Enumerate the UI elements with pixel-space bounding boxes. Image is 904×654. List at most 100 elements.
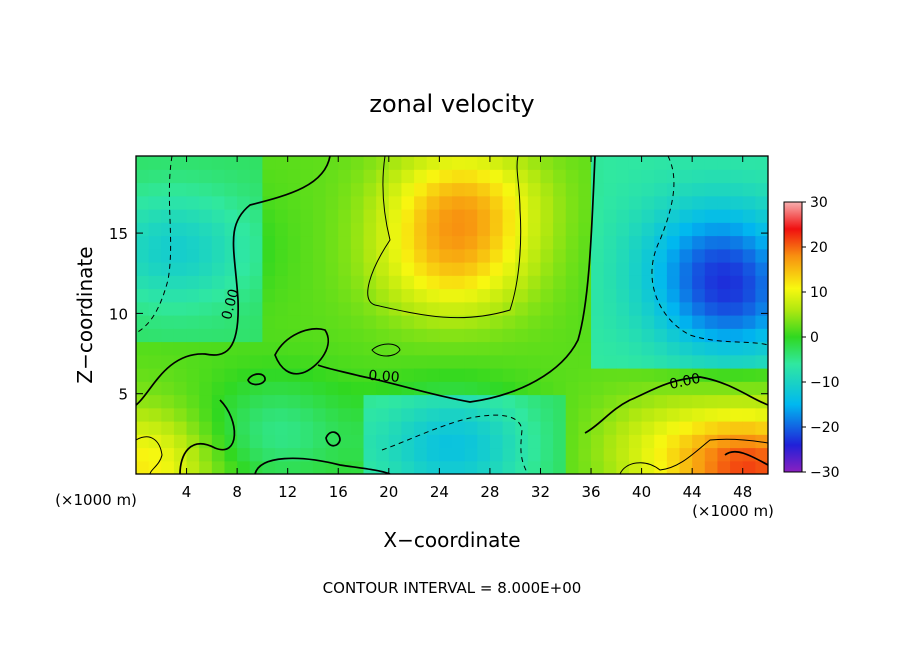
heatmap-cell (173, 169, 188, 184)
heatmap-cell (553, 460, 567, 474)
heatmap-cell (654, 434, 668, 449)
heatmap-cell (742, 460, 756, 474)
heatmap-cell (325, 301, 339, 316)
heatmap-cell (628, 248, 643, 263)
heatmap-cell (540, 381, 554, 396)
heatmap-cell (742, 341, 756, 356)
heatmap-cell (136, 434, 150, 449)
heatmap-cell (628, 235, 643, 250)
heatmap-cell (527, 301, 542, 316)
heatmap-cell (666, 394, 681, 409)
heatmap-cell (426, 182, 440, 197)
heatmap-cell (161, 341, 175, 356)
heatmap-cell (477, 315, 491, 329)
heatmap-cell (363, 275, 377, 290)
heatmap-cell (489, 354, 504, 369)
heatmap-cell (730, 156, 744, 170)
heatmap-cell (502, 248, 516, 263)
heatmap-cell (502, 328, 516, 343)
heatmap-cell (452, 182, 466, 197)
heatmap-cell (540, 434, 554, 449)
heatmap-cell (199, 248, 213, 263)
heatmap-cell (452, 341, 466, 356)
heatmap-cell (553, 262, 567, 276)
heatmap-cell (199, 341, 213, 356)
heatmap-cell (161, 447, 175, 462)
heatmap-cell (148, 195, 162, 210)
heatmap-cell (679, 447, 693, 462)
heatmap-cell (363, 328, 377, 343)
heatmap-cell (275, 381, 289, 396)
colorbar (783, 201, 803, 473)
heatmap-cell (350, 341, 365, 356)
heatmap-cell (591, 288, 605, 303)
heatmap-cell (578, 381, 592, 396)
heatmap-cell (553, 195, 567, 210)
heatmap-cell (464, 434, 478, 449)
heatmap-cell (755, 262, 768, 276)
heatmap-cell (755, 315, 768, 329)
heatmap-cell (148, 275, 162, 290)
heatmap-cell (755, 301, 768, 316)
heatmap-cell (275, 421, 289, 435)
heatmap-cell (439, 169, 453, 184)
heatmap-cell (401, 341, 415, 356)
heatmap-cell (199, 447, 213, 462)
heatmap-cell (426, 156, 440, 170)
heatmap-cell (641, 434, 655, 449)
heatmap-cell (439, 288, 453, 303)
heatmap-cell (730, 195, 744, 210)
heatmap-cell (704, 341, 719, 356)
heatmap-cell (350, 407, 365, 422)
heatmap-cell (464, 381, 478, 396)
heatmap-cell (275, 407, 289, 422)
heatmap-cell (287, 248, 301, 263)
heatmap-cell (502, 275, 516, 290)
heatmap-cell (338, 328, 352, 343)
heatmap-cell (350, 288, 365, 303)
heatmap-cell (742, 156, 756, 170)
y-axis: 5 10 15 (109, 225, 768, 404)
heatmap-cell (628, 447, 643, 462)
heatmap-cell (186, 182, 200, 197)
heatmap-cell (439, 235, 453, 250)
heatmap-cell (730, 368, 744, 382)
heatmap-cell (414, 460, 428, 474)
heatmap-cell (591, 209, 605, 223)
heatmap-cell (489, 235, 504, 250)
x-tick-label: 44 (683, 483, 702, 501)
heatmap-cell (591, 447, 605, 462)
heatmap-cell (350, 195, 365, 210)
heatmap-cell (173, 275, 188, 290)
heatmap-cell (477, 341, 491, 356)
heatmap-cell (591, 315, 605, 329)
heatmap-cell (350, 315, 365, 329)
heatmap-cell (186, 195, 200, 210)
heatmap-cell (287, 460, 301, 474)
heatmap-cell (515, 248, 529, 263)
heatmap-cell (692, 407, 706, 422)
heatmap-cell (439, 381, 453, 396)
heatmap-cell (376, 354, 390, 369)
heatmap-cell (502, 434, 516, 449)
heatmap-cell (565, 169, 579, 184)
heatmap-cell (414, 341, 428, 356)
heatmap-cell (603, 248, 617, 263)
heatmap-cell (148, 169, 162, 184)
heatmap-cell (414, 381, 428, 396)
x-tick-label: 36 (581, 483, 600, 501)
heatmap-cell (439, 222, 453, 237)
heatmap-cell (350, 447, 365, 462)
heatmap-cell (300, 169, 314, 184)
heatmap-cell (300, 315, 314, 329)
heatmap-cell (477, 407, 491, 422)
heatmap-cell (666, 315, 681, 329)
heatmap-cell (527, 368, 542, 382)
heatmap-cell (401, 195, 415, 210)
heatmap-cell (287, 195, 301, 210)
heatmap-cell (654, 182, 668, 197)
heatmap-cell (249, 328, 263, 343)
heatmap-cell (704, 434, 719, 449)
heatmap-cell (452, 222, 466, 237)
heatmap-cell (249, 434, 263, 449)
